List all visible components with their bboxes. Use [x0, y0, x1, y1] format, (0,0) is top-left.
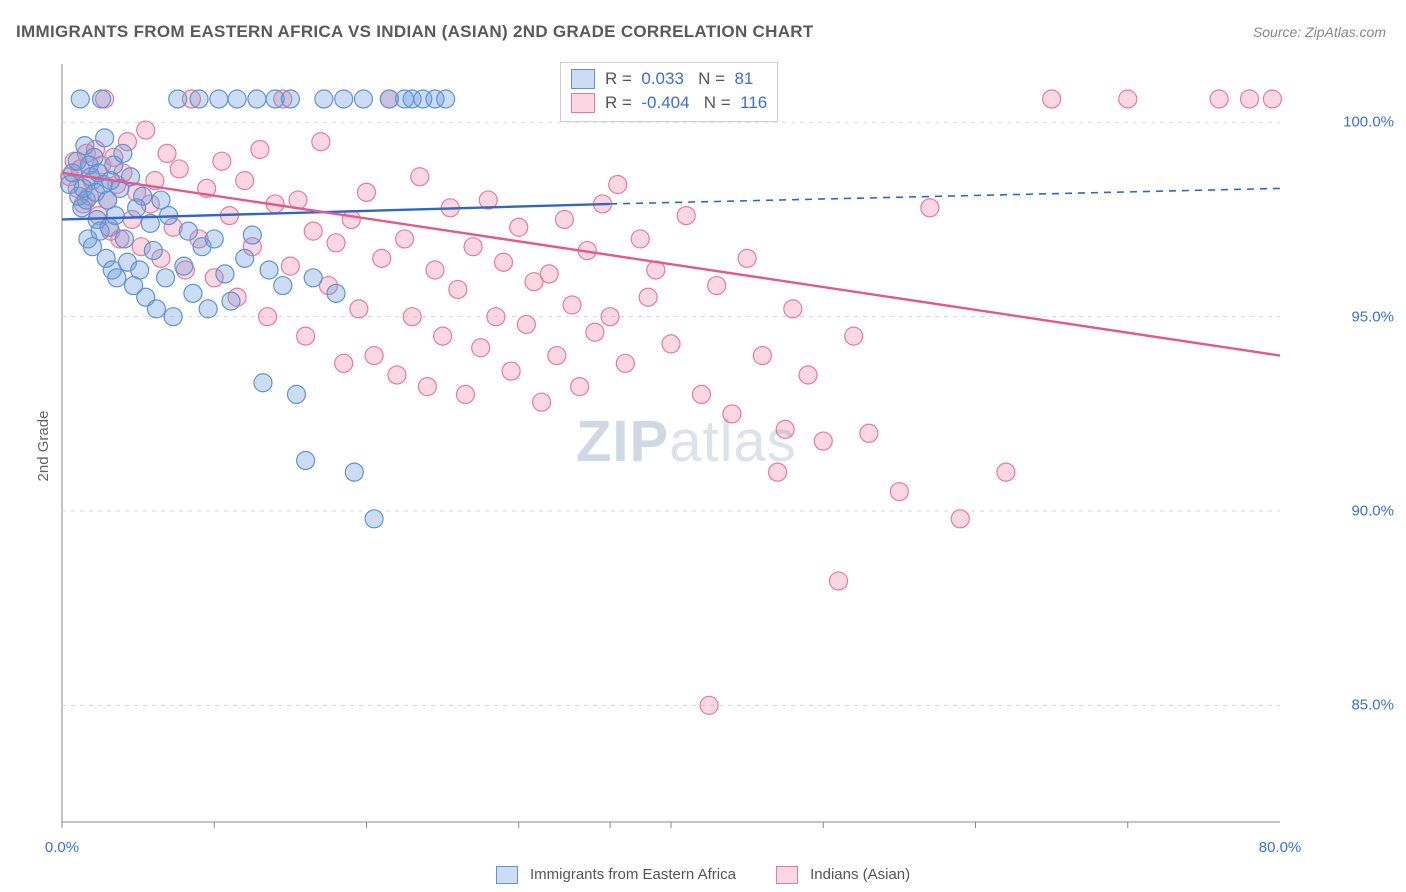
- legend-label-indians: Indians (Asian): [810, 866, 910, 883]
- stats-row: R = 0.033 N = 81: [571, 67, 767, 91]
- legend: Immigrants from Eastern Africa Indians (…: [0, 866, 1406, 884]
- legend-swatch-indians: [776, 866, 798, 884]
- chart-area: 85.0%90.0%95.0%100.0% 0.0%80.0% ZIPatlas: [56, 58, 1286, 828]
- stats-swatch: [571, 69, 595, 89]
- y-tick-label: 100.0%: [1343, 114, 1394, 131]
- y-tick-label: 90.0%: [1351, 503, 1394, 520]
- chart-title: IMMIGRANTS FROM EASTERN AFRICA VS INDIAN…: [16, 22, 814, 42]
- legend-item-indians: Indians (Asian): [776, 866, 910, 884]
- stats-row: R = -0.404 N = 116: [571, 91, 767, 115]
- legend-swatch-eastern-africa: [496, 866, 518, 884]
- legend-item-eastern-africa: Immigrants from Eastern Africa: [496, 866, 736, 884]
- correlation-stats-box: R = 0.033 N = 81R = -0.404 N = 116: [560, 62, 778, 122]
- legend-label-eastern-africa: Immigrants from Eastern Africa: [530, 866, 736, 883]
- y-tick-label: 85.0%: [1351, 697, 1394, 714]
- stats-swatch: [571, 93, 595, 113]
- x-tick-label: 80.0%: [1259, 839, 1302, 856]
- y-tick-label: 95.0%: [1351, 308, 1394, 325]
- source-attribution: Source: ZipAtlas.com: [1253, 24, 1386, 40]
- scatter-chart-svg: [56, 58, 1286, 828]
- x-tick-label: 0.0%: [45, 839, 79, 856]
- y-axis-label: 2nd Grade: [35, 411, 52, 482]
